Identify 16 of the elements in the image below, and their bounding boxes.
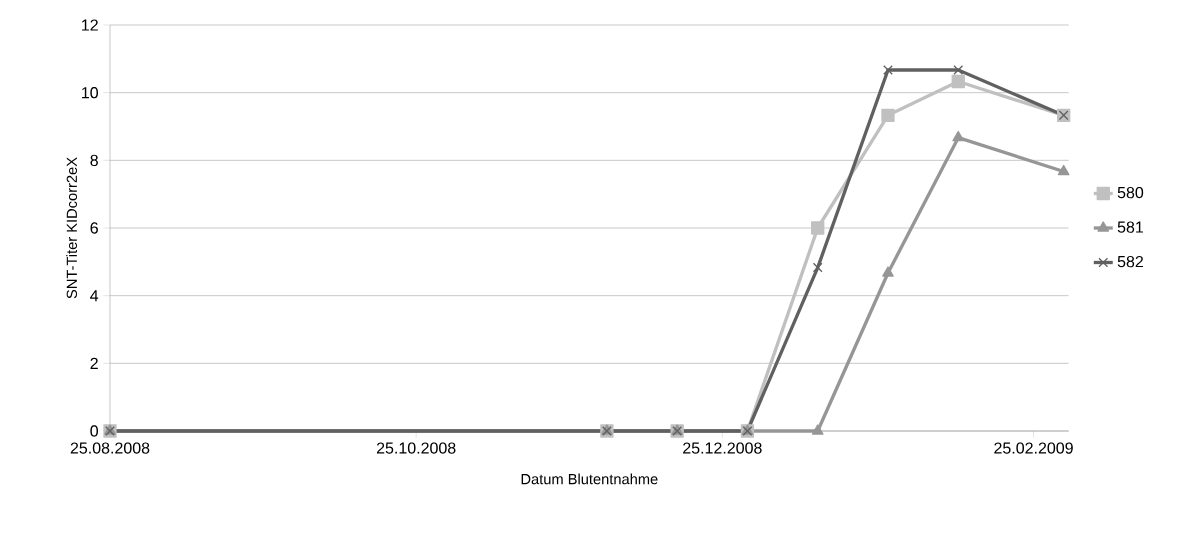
y-tick-label: 10	[82, 87, 99, 99]
y-tick-label: 8	[90, 154, 98, 166]
x-tick-label: 25.02.2009	[994, 442, 1073, 454]
x-axis-title: Datum Blutentnahme	[521, 473, 658, 485]
y-tick-label: 6	[90, 222, 98, 234]
y-tick-label: 4	[90, 290, 99, 302]
y-axis-title: SNT-Titer KIDcorr2eX	[66, 157, 78, 299]
x-tick-label: 25.10.2008	[376, 442, 456, 454]
y-tick-label: 0	[90, 425, 99, 437]
x-tick-label: 25.12.2008	[683, 442, 762, 454]
legend-label: 581	[1117, 221, 1143, 233]
x-tick-label: 25.08.2008	[70, 442, 150, 454]
y-tick-label: 2	[90, 357, 98, 369]
legend-label: 582	[1117, 255, 1143, 268]
y-tick-label: 12	[82, 19, 98, 31]
legend-label: 580	[1117, 186, 1144, 199]
